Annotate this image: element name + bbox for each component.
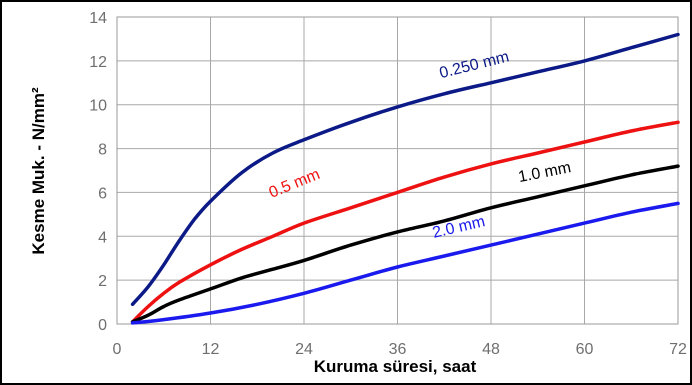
y-tick-label: 8 (98, 142, 107, 159)
x-tick-label: 72 (669, 341, 687, 358)
x-tick-label: 48 (482, 341, 500, 358)
series-line-0 (130, 32, 680, 307)
y-tick-label: 12 (89, 54, 107, 71)
y-tick-label: 0 (98, 317, 107, 334)
plot-area-border (116, 16, 679, 325)
series-line-2 (130, 164, 680, 324)
x-tick-labels: 0 12 24 36 48 60 72 (113, 341, 687, 358)
series-lines (130, 32, 680, 325)
x-tick-label: 60 (576, 341, 594, 358)
x-tick-label: 36 (389, 341, 407, 358)
x-axis-title: Kuruma süresi, saat (314, 357, 477, 376)
y-axis-title: Kesme Muk. - N/mm² (29, 87, 48, 255)
x-tick-label: 12 (202, 341, 220, 358)
y-tick-label: 2 (98, 273, 107, 290)
series-line-1 (130, 120, 680, 324)
series-line-3 (130, 201, 680, 325)
y-tick-labels: 0 2 4 6 8 10 12 14 (89, 10, 107, 334)
y-tick-label: 14 (89, 10, 107, 27)
x-tick-label: 0 (113, 341, 122, 358)
y-tick-label: 4 (98, 229, 107, 246)
x-tick-label: 24 (295, 341, 313, 358)
y-tick-label: 6 (98, 185, 107, 202)
y-tick-label: 10 (89, 98, 107, 115)
